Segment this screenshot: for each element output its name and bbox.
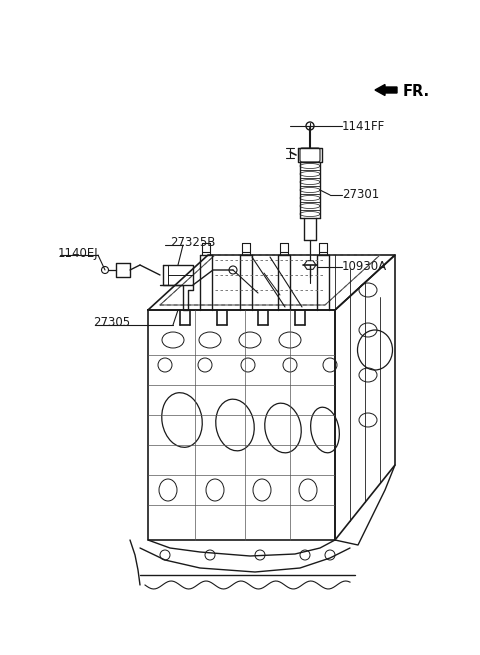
Text: 1141FF: 1141FF [342,119,385,132]
Text: 27325B: 27325B [170,236,216,250]
Text: 10930A: 10930A [342,261,387,274]
FancyArrow shape [375,84,397,96]
Text: FR.: FR. [403,83,430,98]
Text: 27301: 27301 [342,189,379,202]
Circle shape [306,122,314,130]
Text: 27305: 27305 [93,316,130,329]
Text: 1140EJ: 1140EJ [58,246,98,259]
